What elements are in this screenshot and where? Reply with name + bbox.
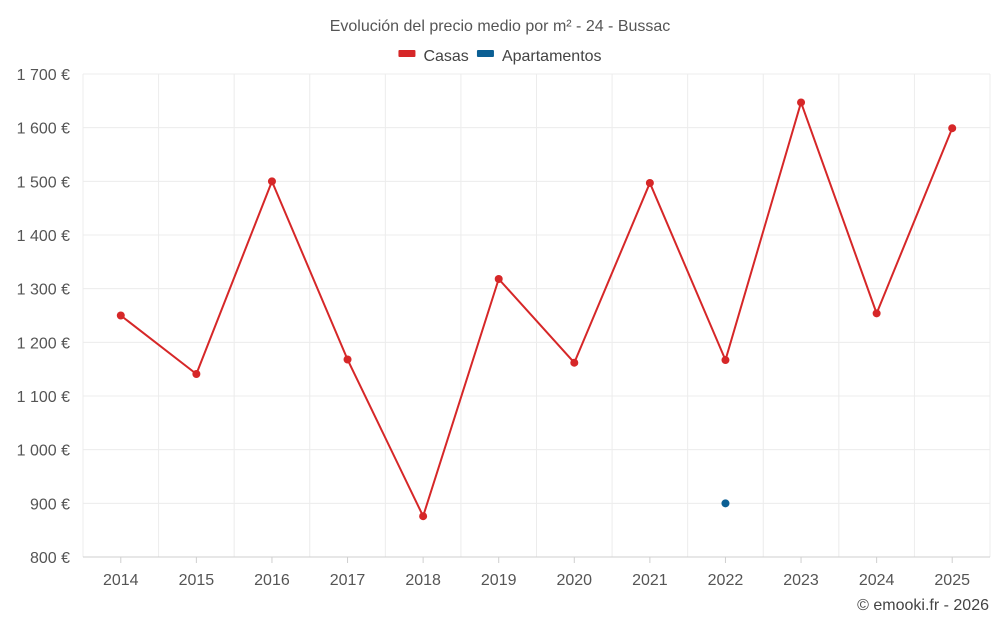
x-tick-label: 2020 <box>556 572 592 589</box>
data-point-casas <box>570 358 579 367</box>
data-point-casas <box>948 124 957 133</box>
data-point-casas <box>267 177 276 186</box>
chart-title: Evolución del precio medio por m² - 24 -… <box>330 18 671 35</box>
x-tick-label: 2023 <box>783 572 819 589</box>
data-point-casas <box>116 311 125 320</box>
x-tick-label: 2018 <box>405 572 441 589</box>
legend: Casas Apartamentos <box>398 48 602 65</box>
y-tick-label: 1 600 € <box>17 121 70 138</box>
y-tick-label: 900 € <box>30 496 70 513</box>
x-tick-label: 2022 <box>708 572 744 589</box>
data-point-casas <box>494 275 503 284</box>
data-point-casas <box>797 98 806 107</box>
data-point-casas <box>645 178 654 187</box>
x-tick-label: 2016 <box>254 572 290 589</box>
y-tick-label: 1 700 € <box>17 67 70 84</box>
data-point-casas <box>419 512 428 521</box>
y-tick-label: 1 000 € <box>17 443 70 460</box>
y-tick-label: 1 100 € <box>17 389 70 406</box>
series-layer <box>116 98 957 521</box>
data-point-casas <box>192 369 201 378</box>
x-tick-label: 2021 <box>632 572 668 589</box>
series-line-casas <box>120 101 954 518</box>
data-point-apartamentos <box>721 499 730 508</box>
x-tick-label: 2025 <box>934 572 970 589</box>
x-tick-label: 2015 <box>179 572 215 589</box>
legend-swatch-casas <box>398 50 416 57</box>
data-point-casas <box>343 355 352 364</box>
legend-label-apartamentos: Apartamentos <box>502 48 602 65</box>
legend-label-casas: Casas <box>423 48 468 65</box>
x-tick-label: 2019 <box>481 572 517 589</box>
y-tick-label: 1 500 € <box>17 174 70 191</box>
y-tick-label: 1 300 € <box>17 282 70 299</box>
y-tick-label: 1 200 € <box>17 335 70 352</box>
y-tick-label: 800 € <box>30 550 70 567</box>
x-tick-label: 2017 <box>330 572 366 589</box>
y-axis: 800 € 900 € 1 000 € 1 100 € 1 200 € 1 300 € 1 … <box>17 67 70 567</box>
data-point-casas <box>872 309 881 318</box>
legend-swatch-apartamentos <box>476 50 494 57</box>
y-tick-label: 1 400 € <box>17 228 70 245</box>
credit: © emooki.fr - 2026 <box>857 597 989 614</box>
x-axis: 2014 2015 2016 2017 2018 2019 2020 2021 2022 2023… <box>83 556 990 589</box>
x-tick-label: 2014 <box>103 572 139 589</box>
data-point-casas <box>721 356 730 365</box>
grid <box>82 73 991 557</box>
x-tick-label: 2024 <box>859 572 895 589</box>
